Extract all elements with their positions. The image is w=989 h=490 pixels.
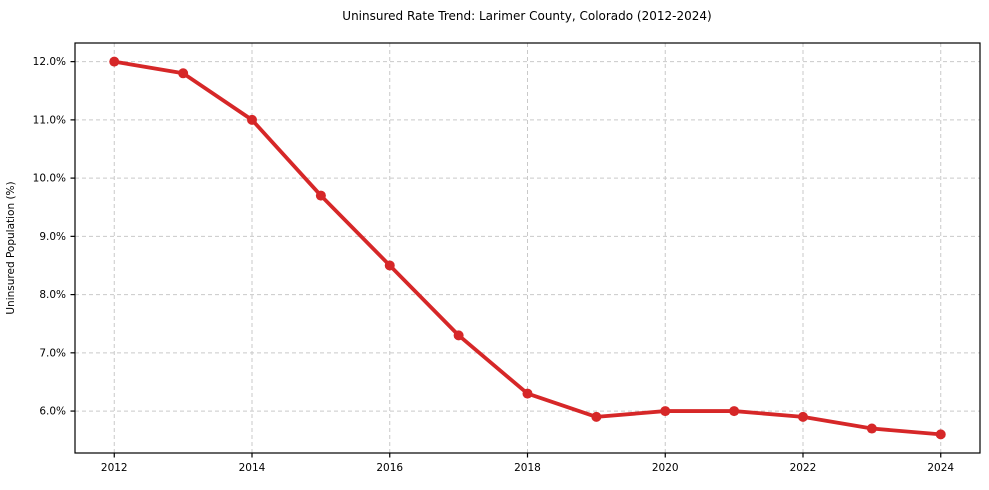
x-tick-label: 2012 [101,462,128,474]
axis-layer: 2012 2014 2016 2018 2020 2022 2024 6.0% 7.0% 8.0%… [33,42,981,474]
grid-layer [75,43,980,453]
data-point [247,114,258,125]
data-point [315,190,326,201]
data-point [797,411,808,422]
data-point [935,429,946,440]
data-point [453,330,464,341]
x-tick-label: 2022 [790,462,817,474]
x-tick-label: 2016 [376,462,403,474]
data-point [729,406,740,417]
data-point [109,56,120,67]
data-point [591,411,602,422]
x-tick-label: 2020 [652,462,679,474]
y-axis-label: Uninsured Population (%) [5,181,17,314]
data-point [384,260,395,271]
y-tick-label: 9.0% [39,231,66,243]
data-point [522,388,533,399]
data-point [178,68,189,79]
x-tick-label: 2024 [927,462,954,474]
plot-layer [109,56,946,440]
data-point [866,423,877,434]
y-tick-label: 7.0% [39,347,66,359]
data-point [660,406,671,417]
x-tick-label: 2018 [514,462,541,474]
y-tick-label: 12.0% [33,56,66,68]
y-tick-label: 6.0% [39,406,66,418]
y-tick-label: 10.0% [33,173,66,185]
y-tick-label: 11.0% [33,114,66,126]
y-tick-label: 8.0% [39,289,66,301]
chart-title: Uninsured Rate Trend: Larimer County, Co… [342,9,711,23]
x-tick-label: 2014 [239,462,266,474]
